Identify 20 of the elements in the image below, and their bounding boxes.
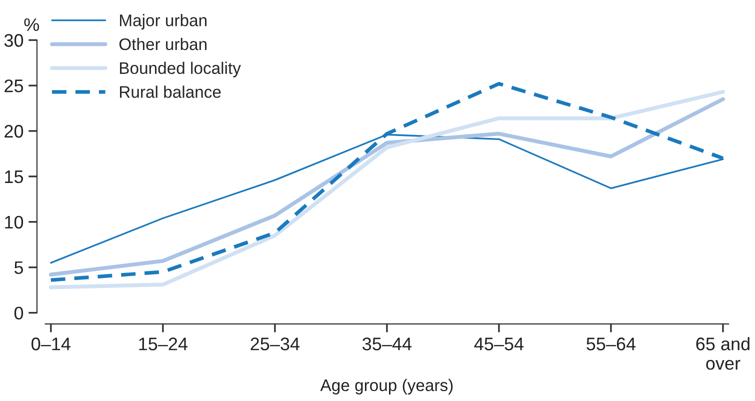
y-axis-title: % [24,18,40,32]
legend-label: Bounded locality [120,62,241,78]
y-tick-label: 15 [5,170,24,184]
y-tick-label: 5 [14,261,24,274]
x-tick-label: 0–14 [32,338,70,350]
y-tick-label: 20 [4,124,24,138]
y-tick-label: 25 [4,79,24,92]
x-tick-label: 35–44 [362,338,412,350]
y-tick-label: 30 [4,34,24,47]
y-tick-label: 0 [14,306,24,320]
x-axis-title: Age group (years) [320,378,453,394]
x-tick-label: 65 and over [696,337,750,370]
x-tick-label: 15–24 [139,338,188,350]
x-tick-label: 45–54 [474,338,524,350]
legend-label: Major urban [120,14,206,30]
y-tick-label: 10 [5,216,24,229]
x-tick-label: 25–34 [250,338,300,350]
legend-label: Rural balance [120,86,221,98]
x-tick-label: 55–64 [586,338,636,350]
legend-label: Other urban [119,38,206,50]
